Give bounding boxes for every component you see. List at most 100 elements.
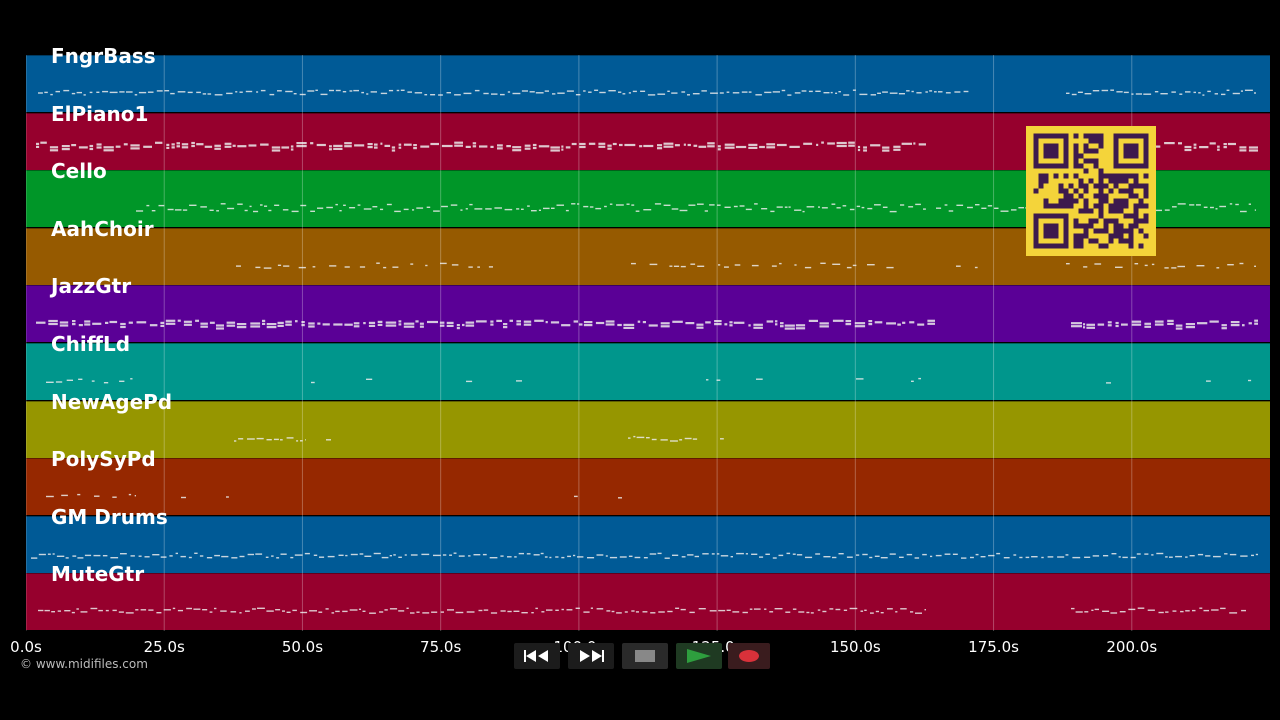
note xyxy=(745,552,748,555)
note xyxy=(535,608,538,610)
note xyxy=(862,553,868,555)
note xyxy=(245,610,250,613)
note xyxy=(719,92,724,94)
note xyxy=(398,320,402,323)
note xyxy=(439,324,445,328)
note xyxy=(403,143,412,146)
note xyxy=(1121,323,1128,327)
note xyxy=(286,436,294,439)
note xyxy=(1229,612,1238,614)
note xyxy=(326,206,333,209)
note xyxy=(1224,552,1228,555)
note xyxy=(1240,555,1248,557)
note xyxy=(367,142,373,145)
note xyxy=(191,141,195,144)
note xyxy=(318,611,323,614)
note xyxy=(717,204,721,207)
note xyxy=(295,320,298,323)
note xyxy=(988,554,995,557)
note xyxy=(462,324,465,327)
note xyxy=(619,556,627,558)
track-notes xyxy=(234,435,724,442)
note xyxy=(126,91,133,93)
note xyxy=(870,143,881,146)
note xyxy=(1057,556,1065,558)
note xyxy=(756,378,763,380)
note xyxy=(93,554,101,557)
note xyxy=(384,609,388,611)
note xyxy=(616,204,624,206)
note xyxy=(683,143,686,146)
fast-forward-button[interactable] xyxy=(568,643,614,669)
note xyxy=(1116,91,1123,93)
note xyxy=(690,263,696,265)
note xyxy=(244,209,248,212)
note xyxy=(753,324,763,327)
note xyxy=(368,322,376,325)
note xyxy=(1077,91,1083,93)
note xyxy=(391,148,396,152)
note xyxy=(1220,608,1226,610)
note xyxy=(670,439,678,442)
note xyxy=(693,144,698,147)
note xyxy=(654,203,662,205)
note xyxy=(856,205,861,208)
note xyxy=(694,555,699,557)
note xyxy=(1071,322,1082,325)
note xyxy=(333,147,343,150)
record-button[interactable] xyxy=(728,643,770,669)
note xyxy=(938,91,943,93)
note xyxy=(290,556,294,559)
note xyxy=(414,92,423,94)
note xyxy=(1075,611,1083,614)
note xyxy=(163,609,171,611)
note xyxy=(419,325,424,329)
note xyxy=(389,554,392,557)
note xyxy=(379,611,384,614)
note xyxy=(818,206,820,208)
note xyxy=(724,206,731,209)
note xyxy=(1221,93,1226,96)
note xyxy=(396,89,400,92)
note xyxy=(786,552,791,554)
note xyxy=(887,608,893,610)
piano-roll xyxy=(26,55,1270,631)
note xyxy=(657,143,663,146)
note xyxy=(63,89,70,92)
note xyxy=(724,146,735,149)
note xyxy=(36,145,40,148)
note xyxy=(167,208,174,211)
note xyxy=(524,144,531,147)
rewind-button[interactable] xyxy=(514,643,560,669)
note xyxy=(916,92,922,94)
note xyxy=(433,210,440,212)
note xyxy=(1111,552,1117,555)
note xyxy=(534,320,544,323)
note xyxy=(474,89,480,92)
play-button[interactable] xyxy=(676,643,722,669)
note xyxy=(832,263,841,265)
note xyxy=(711,552,715,555)
note xyxy=(869,556,873,558)
note xyxy=(830,91,833,94)
note xyxy=(902,322,906,325)
note xyxy=(868,323,873,326)
note xyxy=(488,265,493,268)
note xyxy=(704,210,708,212)
note xyxy=(970,556,974,558)
note xyxy=(927,320,935,323)
note xyxy=(446,92,451,94)
note xyxy=(1131,323,1142,327)
note xyxy=(413,143,417,146)
note xyxy=(843,609,848,612)
note xyxy=(874,555,880,557)
note xyxy=(963,90,969,93)
note xyxy=(50,93,53,96)
stop-button[interactable] xyxy=(622,643,668,669)
note xyxy=(1221,327,1227,330)
note xyxy=(479,144,488,148)
note xyxy=(806,612,810,614)
note xyxy=(463,92,472,95)
note xyxy=(745,208,752,211)
note xyxy=(927,323,935,326)
